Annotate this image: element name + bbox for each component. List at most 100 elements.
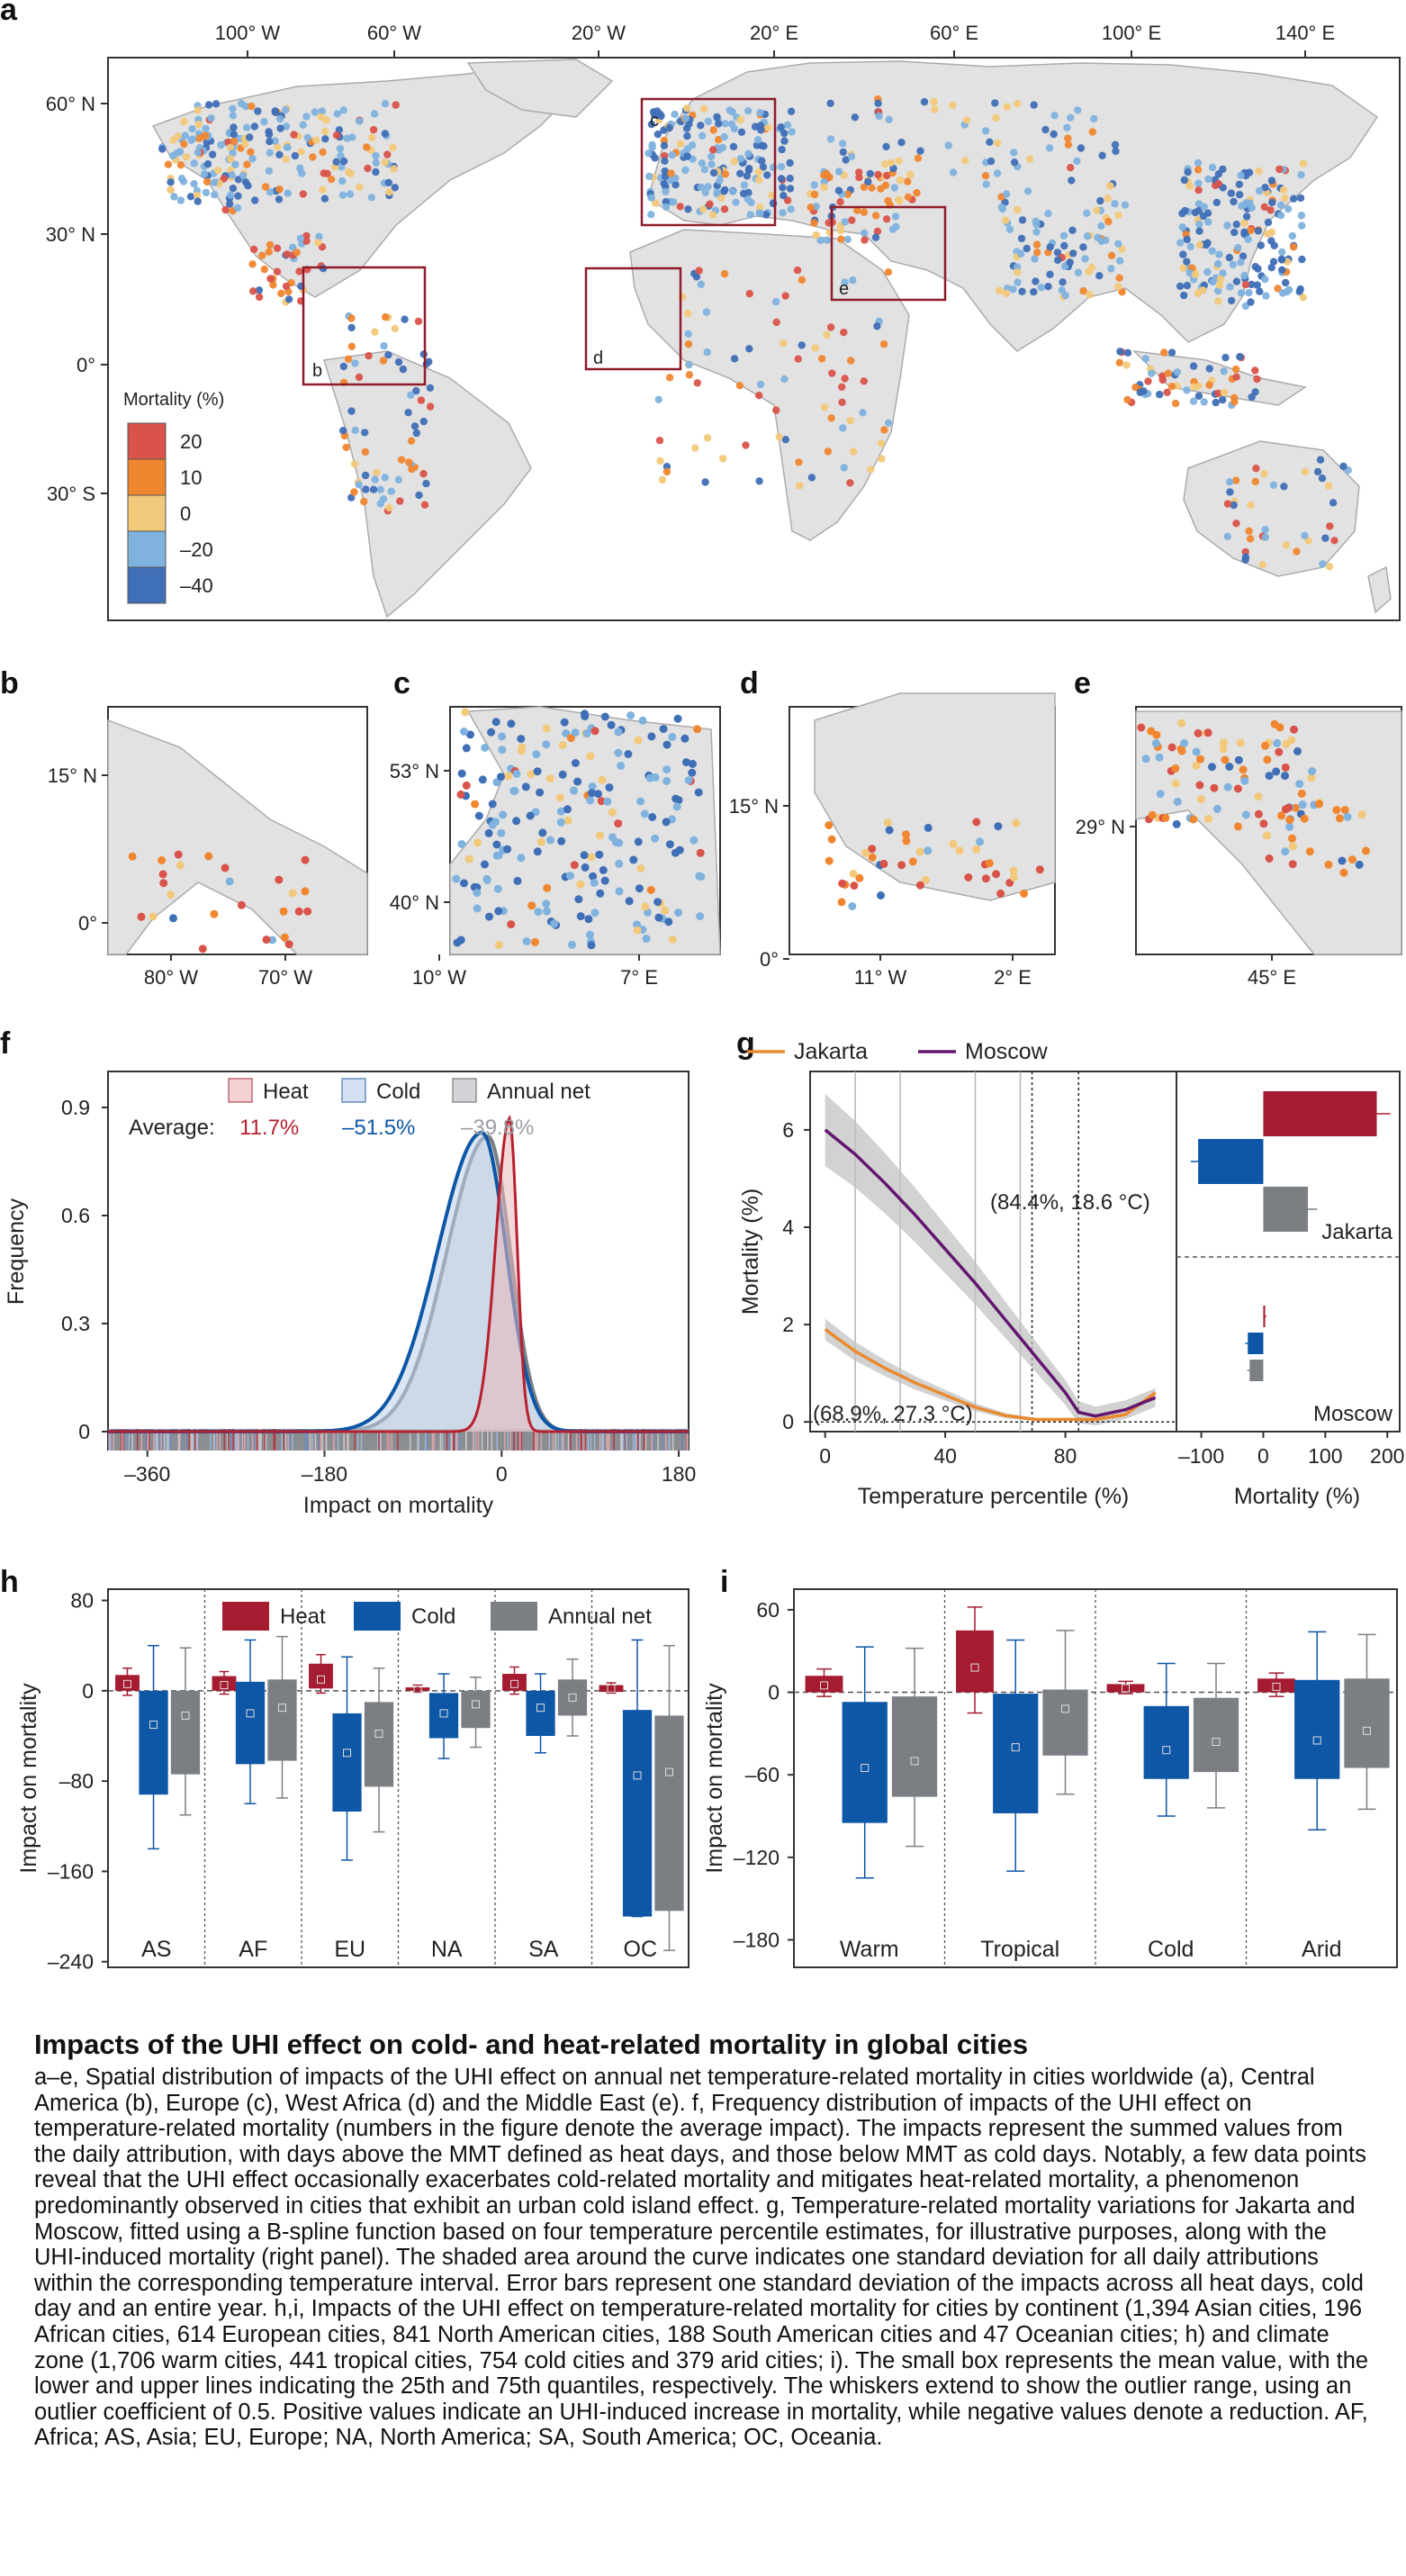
city-dot: [1285, 822, 1294, 831]
city-dot: [1081, 255, 1089, 263]
city-dot: [783, 121, 792, 129]
city-dot: [1246, 535, 1255, 543]
city-dot: [1338, 856, 1347, 865]
city-dot: [788, 128, 796, 136]
city-dot: [720, 187, 728, 195]
city-dot: [260, 265, 268, 274]
city-dot: [275, 185, 284, 194]
lat-tick-label: 60° N: [46, 93, 95, 115]
city-dot: [466, 730, 474, 739]
city-dot: [780, 192, 788, 200]
city-dot: [319, 148, 327, 157]
city-dot: [240, 140, 249, 149]
city-dot: [488, 820, 497, 829]
city-dot: [656, 456, 664, 465]
city-dot: [190, 159, 198, 167]
region-maps-svg: 15° N 0° 80° W 70° W 53° N 40° N 10° W 7° E 15° …: [48, 692, 1402, 989]
continent-boxplot-svg: AS AF EU NA SA OC 80 0 –80 –160 –240 Impact on mort…: [16, 1588, 689, 1974]
city-dot: [426, 384, 435, 392]
city-dot: [732, 198, 740, 206]
city-dot: [781, 436, 789, 444]
city-dot: [1298, 221, 1306, 230]
legend-swatch: [127, 566, 167, 604]
city-dot: [882, 142, 890, 151]
city-dot: [1319, 560, 1327, 568]
city-dot: [1216, 275, 1225, 284]
city-dot: [655, 437, 664, 445]
city-dot: [600, 712, 609, 721]
city-dot: [673, 714, 682, 723]
city-dot: [834, 186, 843, 194]
mean-marker: [633, 1771, 642, 1780]
category-label: Warm: [840, 1937, 899, 1962]
city-dot: [653, 130, 662, 139]
city-dot: [662, 187, 670, 196]
city-dot: [955, 846, 964, 855]
city-dot: [704, 117, 712, 125]
city-dot: [283, 250, 292, 258]
city-dot: [629, 855, 638, 864]
city-dot: [1161, 813, 1170, 822]
mean-marker: [149, 1720, 158, 1729]
city-dot: [1200, 203, 1208, 211]
city-dot: [1230, 501, 1238, 510]
bar-moscow-annual-net: [1249, 1360, 1264, 1381]
city-dot: [414, 317, 423, 326]
city-dot: [991, 99, 999, 107]
legend-label: Cold: [376, 1080, 420, 1104]
city-dot: [696, 912, 705, 921]
city-dot: [347, 314, 356, 322]
city-dot: [315, 232, 323, 240]
mean-marker: [861, 1764, 870, 1773]
city-dot: [372, 151, 380, 160]
city-dot: [1014, 100, 1022, 108]
city-dot: [1087, 264, 1096, 272]
city-dot: [1214, 286, 1222, 295]
city-dot: [339, 362, 347, 371]
city-dot: [299, 121, 307, 129]
city-dot: [460, 879, 468, 888]
category-label: AS: [141, 1937, 171, 1962]
city-dot: [633, 926, 642, 935]
city-dot: [839, 148, 847, 157]
city-dot: [188, 135, 197, 143]
city-dot: [720, 205, 729, 213]
city-dot: [855, 873, 864, 882]
city-dot: [1195, 220, 1203, 229]
city-dot: [661, 157, 669, 165]
city-dot: [662, 777, 671, 785]
city-dot: [1227, 189, 1236, 197]
city-dot: [890, 184, 898, 192]
city-dot: [771, 297, 780, 306]
city-dot: [1277, 811, 1285, 820]
city-dot: [1144, 377, 1152, 385]
city-dot: [1239, 765, 1248, 774]
city-dot: [229, 112, 238, 120]
city-dot: [855, 173, 863, 182]
mean-marker: [278, 1704, 286, 1713]
box-annual-net: [654, 1715, 684, 1912]
city-dot: [825, 821, 834, 829]
city-dot: [212, 100, 221, 108]
city-dot: [419, 417, 428, 426]
group-label-moscow: Moscow: [1313, 1402, 1393, 1426]
city-dot: [1226, 283, 1234, 291]
city-dot: [772, 318, 780, 327]
city-dot: [614, 819, 623, 828]
city-dot: [768, 191, 776, 199]
lat-tick-label: 0°: [760, 948, 779, 971]
city-dot: [565, 872, 574, 881]
city-dot: [369, 485, 378, 493]
city-dot: [1281, 194, 1289, 203]
city-dot: [633, 920, 641, 929]
city-dot: [1212, 804, 1221, 813]
city-dot: [885, 115, 893, 123]
city-dot: [1186, 242, 1194, 250]
city-dot: [381, 100, 390, 108]
city-dot: [871, 212, 880, 220]
left-plot-frame: [809, 1071, 1177, 1433]
city-dot: [736, 169, 744, 177]
city-dot: [180, 117, 188, 126]
box-heat: [502, 1674, 527, 1691]
city-dot: [642, 935, 651, 943]
